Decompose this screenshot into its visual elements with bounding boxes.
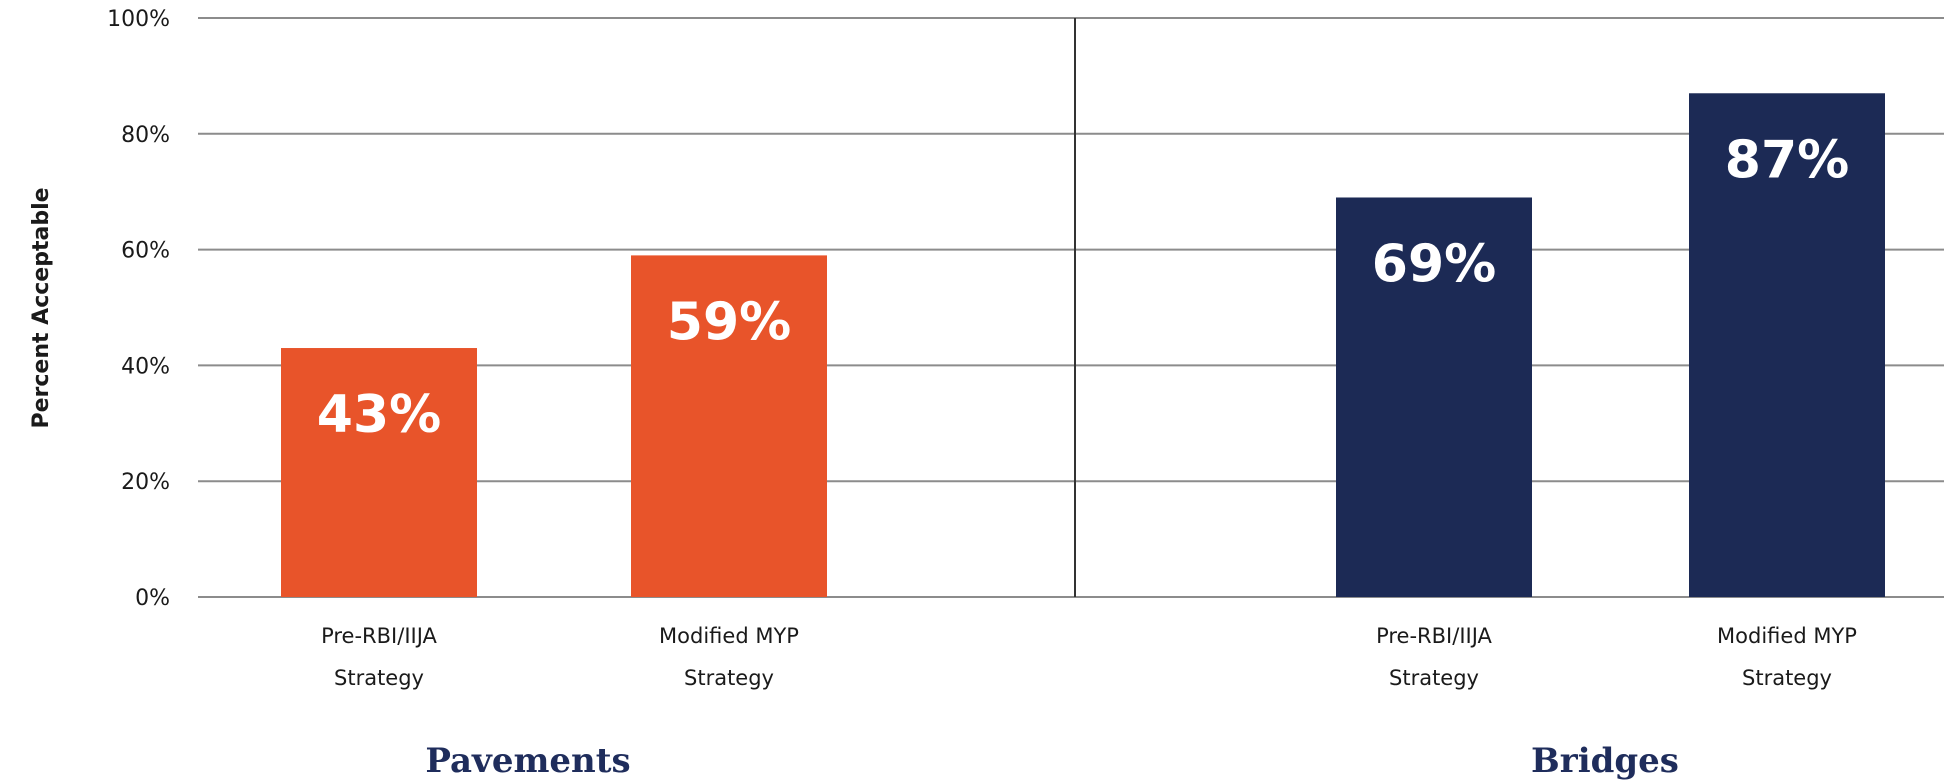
- y-tick-label: 20%: [121, 470, 170, 495]
- category-label: Modified MYP: [1717, 624, 1857, 648]
- y-tick-label: 0%: [135, 586, 170, 611]
- category-label: Strategy: [684, 666, 774, 690]
- y-tick-label: 60%: [121, 239, 170, 264]
- bar-value-label: 87%: [1725, 130, 1849, 190]
- y-axis-label: Percent Acceptable: [29, 187, 54, 428]
- y-tick-label: 80%: [121, 123, 170, 148]
- bar-value-label: 59%: [667, 292, 791, 352]
- category-labels: Pre-RBI/IIJA Strategy Modified MYP Strategy…: [321, 624, 1857, 690]
- category-label: Pre-RBI/IIJA: [321, 624, 437, 648]
- y-tick-label: 100%: [107, 7, 170, 32]
- group-label: Pavements: [425, 741, 630, 781]
- y-axis-ticks: 0% 20% 40% 60% 80% 100%: [107, 7, 170, 611]
- bar-value-label: 43%: [317, 385, 441, 445]
- category-label: Modified MYP: [659, 624, 799, 648]
- bar: [281, 348, 477, 597]
- category-label: Strategy: [1389, 666, 1479, 690]
- bar: [1689, 93, 1885, 598]
- bar-value-label: 69%: [1372, 234, 1496, 294]
- category-label: Pre-RBI/IIJA: [1376, 624, 1492, 648]
- bars: 43% 59% 69% 87%: [281, 93, 1885, 598]
- group-labels: Pavements Bridges: [425, 741, 1679, 781]
- y-tick-label: 40%: [121, 354, 170, 379]
- group-label: Bridges: [1531, 741, 1679, 781]
- gridlines: [198, 17, 1944, 598]
- bar: [631, 255, 827, 597]
- category-label: Strategy: [1742, 666, 1832, 690]
- category-label: Strategy: [334, 666, 424, 690]
- bar: [1336, 197, 1532, 598]
